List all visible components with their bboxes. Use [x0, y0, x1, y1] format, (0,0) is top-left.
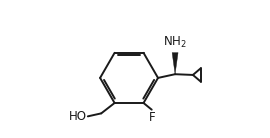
Text: NH$_2$: NH$_2$ [163, 35, 187, 50]
Text: F: F [149, 112, 155, 124]
Polygon shape [172, 53, 178, 74]
Text: HO: HO [69, 110, 87, 123]
